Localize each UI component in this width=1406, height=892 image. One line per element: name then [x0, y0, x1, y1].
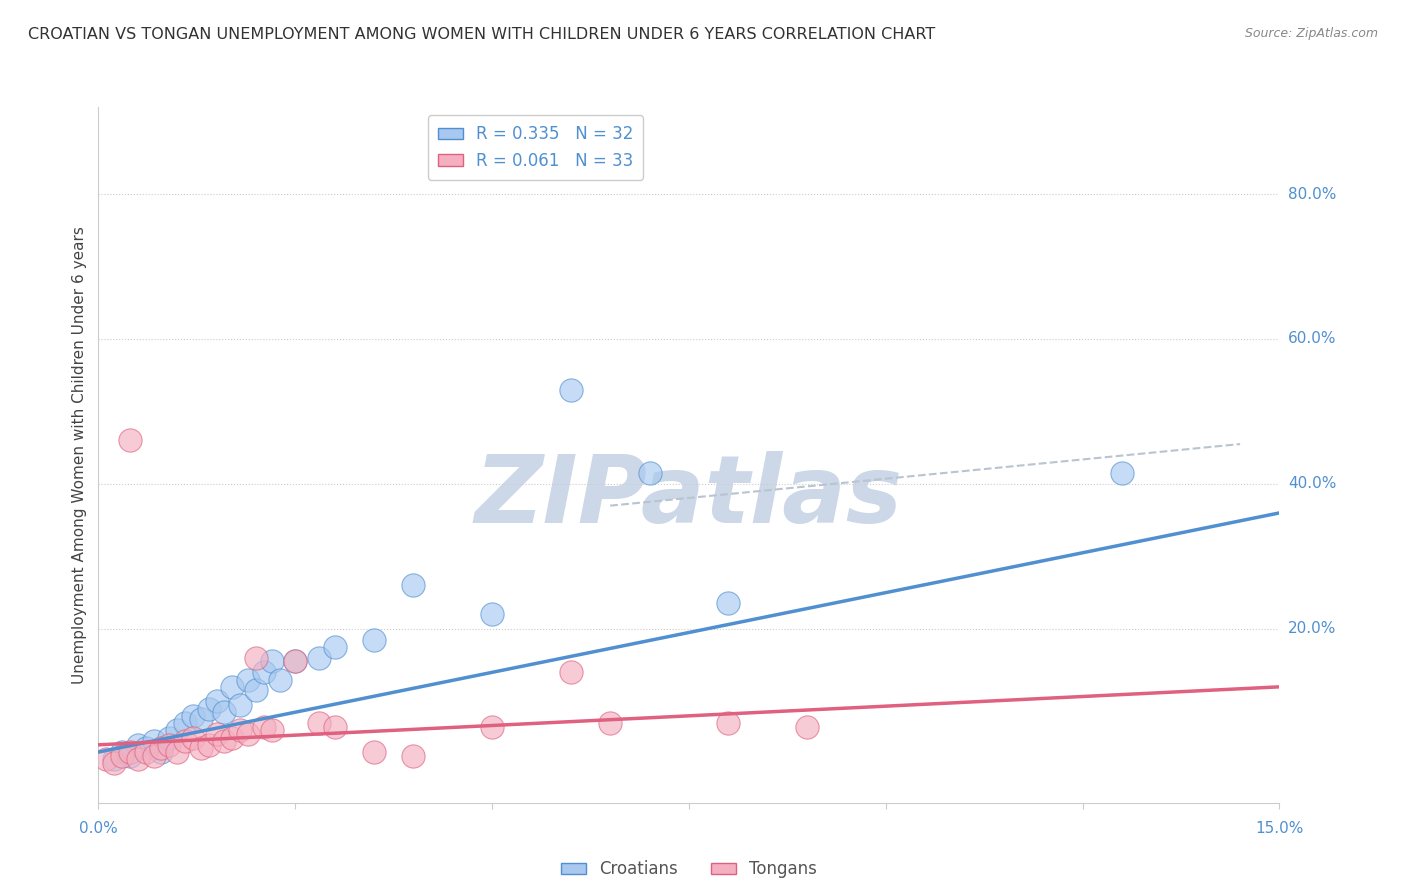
Point: [174, 734, 197, 748]
Point: [157, 731, 180, 745]
Point: [560, 665, 582, 680]
Point: [402, 578, 425, 592]
Point: [560, 383, 582, 397]
Point: [197, 701, 219, 715]
Point: [599, 716, 621, 731]
Point: [284, 655, 307, 669]
Point: [135, 745, 157, 759]
Point: [174, 716, 197, 731]
Point: [245, 651, 267, 665]
Text: ZIPatlas: ZIPatlas: [475, 450, 903, 542]
Point: [197, 738, 219, 752]
Point: [236, 673, 259, 687]
Point: [150, 745, 173, 759]
Point: [118, 748, 141, 763]
Point: [236, 727, 259, 741]
Text: Source: ZipAtlas.com: Source: ZipAtlas.com: [1244, 27, 1378, 40]
Point: [638, 466, 661, 480]
Point: [127, 738, 149, 752]
Point: [135, 741, 157, 756]
Point: [481, 607, 503, 622]
Point: [214, 734, 236, 748]
Point: [245, 683, 267, 698]
Point: [190, 713, 212, 727]
Point: [205, 694, 228, 708]
Legend: Croatians, Tongans: Croatians, Tongans: [554, 854, 824, 885]
Point: [103, 756, 125, 770]
Point: [181, 708, 204, 723]
Point: [205, 727, 228, 741]
Text: 0.0%: 0.0%: [79, 821, 118, 836]
Point: [402, 748, 425, 763]
Point: [229, 698, 252, 712]
Point: [181, 731, 204, 745]
Point: [166, 745, 188, 759]
Text: CROATIAN VS TONGAN UNEMPLOYMENT AMONG WOMEN WITH CHILDREN UNDER 6 YEARS CORRELAT: CROATIAN VS TONGAN UNEMPLOYMENT AMONG WO…: [28, 27, 935, 42]
Point: [284, 655, 307, 669]
Point: [229, 723, 252, 738]
Point: [308, 716, 330, 731]
Point: [260, 655, 283, 669]
Point: [214, 705, 236, 719]
Point: [96, 752, 118, 766]
Point: [308, 651, 330, 665]
Point: [717, 597, 740, 611]
Y-axis label: Unemployment Among Women with Children Under 6 years: Unemployment Among Women with Children U…: [72, 226, 87, 684]
Point: [190, 741, 212, 756]
Point: [796, 720, 818, 734]
Point: [111, 745, 134, 759]
Point: [118, 745, 141, 759]
Point: [269, 673, 291, 687]
Point: [323, 640, 346, 654]
Point: [481, 720, 503, 734]
Point: [142, 748, 165, 763]
Text: 20.0%: 20.0%: [1288, 622, 1336, 636]
Point: [150, 741, 173, 756]
Point: [221, 731, 243, 745]
Point: [717, 716, 740, 731]
Point: [127, 752, 149, 766]
Point: [253, 665, 276, 680]
Text: 60.0%: 60.0%: [1288, 332, 1336, 346]
Point: [253, 720, 276, 734]
Text: 80.0%: 80.0%: [1288, 186, 1336, 202]
Point: [157, 738, 180, 752]
Point: [118, 434, 141, 448]
Point: [142, 734, 165, 748]
Point: [363, 632, 385, 647]
Point: [323, 720, 346, 734]
Text: 40.0%: 40.0%: [1288, 476, 1336, 491]
Point: [363, 745, 385, 759]
Point: [103, 752, 125, 766]
Point: [260, 723, 283, 738]
Point: [221, 680, 243, 694]
Text: 15.0%: 15.0%: [1256, 821, 1303, 836]
Point: [166, 723, 188, 738]
Point: [111, 748, 134, 763]
Point: [1111, 466, 1133, 480]
